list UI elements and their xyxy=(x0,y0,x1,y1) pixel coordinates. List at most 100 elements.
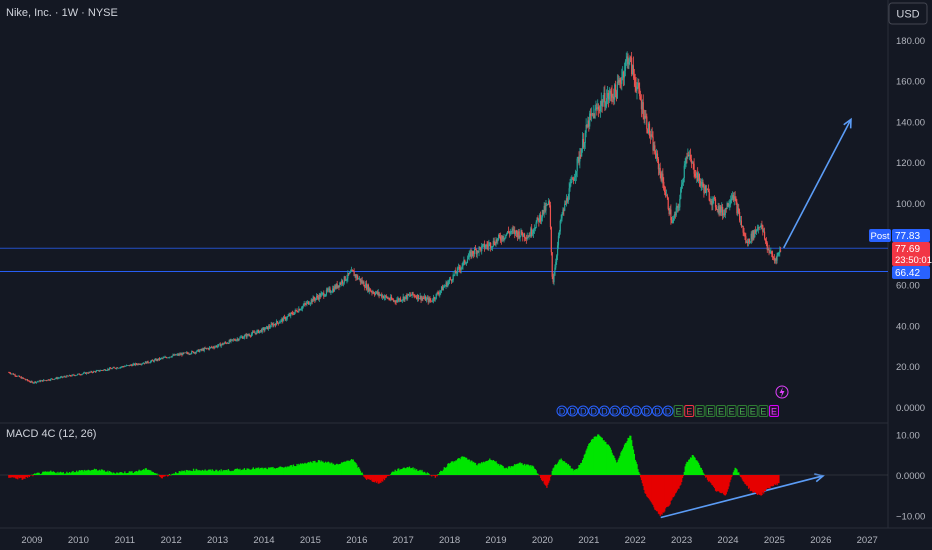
candle-body xyxy=(473,248,476,254)
candle-body xyxy=(774,259,776,261)
candle-body xyxy=(638,83,640,89)
candle-body xyxy=(716,209,718,210)
candle-body xyxy=(737,208,739,214)
macd-bar xyxy=(219,471,221,475)
candle-body xyxy=(629,57,631,63)
macd-bar xyxy=(537,473,539,475)
macd-bar xyxy=(266,469,269,475)
macd-bar xyxy=(30,475,32,476)
candle-body xyxy=(104,369,106,371)
macd-bar xyxy=(396,470,398,475)
macd-bar xyxy=(356,464,358,475)
candle-body xyxy=(223,343,225,345)
candle-body xyxy=(247,334,249,336)
lightning-icon[interactable] xyxy=(775,385,789,399)
macd-bar xyxy=(18,475,21,479)
earnings-marker[interactable]: E xyxy=(737,405,748,417)
candle-body xyxy=(663,181,665,190)
candle-body xyxy=(309,302,311,304)
candle-body xyxy=(192,351,195,354)
candle-body xyxy=(116,367,118,369)
macd-bar xyxy=(760,475,762,496)
candle-body xyxy=(136,364,138,365)
macd-bar xyxy=(647,475,650,499)
macd-bar xyxy=(387,475,389,477)
candle-body xyxy=(172,354,174,356)
macd-bar xyxy=(305,463,307,475)
macd-bar xyxy=(76,472,79,475)
macd-bar xyxy=(437,474,439,475)
macd-bar xyxy=(48,471,50,475)
candle-body xyxy=(573,179,575,181)
earnings-marker[interactable]: E xyxy=(758,405,769,417)
macd-bar xyxy=(172,474,174,475)
macd-bar xyxy=(96,470,98,475)
dividend-marker[interactable]: D xyxy=(609,405,621,417)
macd-bar xyxy=(192,468,195,475)
candle-body xyxy=(221,343,223,345)
candle-body xyxy=(185,352,187,354)
macd-bar xyxy=(753,475,755,493)
candle-body xyxy=(76,374,79,375)
currency-button[interactable]: USD xyxy=(888,2,928,25)
candle-body xyxy=(565,198,568,205)
macd-bar xyxy=(77,471,80,475)
dividend-marker[interactable]: D xyxy=(620,405,632,417)
macd-bar xyxy=(538,475,540,476)
dividend-marker[interactable]: D xyxy=(651,405,663,417)
macd-bar xyxy=(750,475,752,491)
macd-bar xyxy=(43,471,46,475)
dividend-marker[interactable]: D xyxy=(662,405,674,417)
candle-body xyxy=(756,229,759,231)
macd-bar xyxy=(199,470,201,475)
candle-body xyxy=(687,154,689,157)
currency-label: USD xyxy=(896,9,919,21)
dividend-marker[interactable]: D xyxy=(641,405,653,417)
candle-body xyxy=(692,162,694,164)
candle-body xyxy=(225,342,228,344)
candle-body xyxy=(399,298,401,301)
macd-bar xyxy=(688,459,690,475)
macd-bar xyxy=(10,475,13,478)
candle-body xyxy=(430,300,432,301)
macd-bar xyxy=(540,475,543,480)
macd-bar xyxy=(499,464,502,475)
dividend-marker[interactable]: D xyxy=(588,405,600,417)
earnings-marker[interactable]: E xyxy=(726,405,737,417)
earnings-marker[interactable]: E xyxy=(684,405,695,417)
candle-body xyxy=(544,205,546,211)
macd-bar xyxy=(656,475,659,512)
dividend-marker[interactable]: D xyxy=(567,405,579,417)
macd-bar xyxy=(623,447,625,475)
candle-body xyxy=(364,286,366,288)
macd-bar xyxy=(196,469,198,475)
macd-bar xyxy=(768,475,770,489)
macd-bar xyxy=(445,467,447,475)
macd-bar xyxy=(410,468,412,475)
macd-bar xyxy=(591,438,594,475)
candle-body xyxy=(467,257,469,260)
candle-body xyxy=(730,199,732,205)
candle-body xyxy=(415,296,417,298)
dividend-marker[interactable]: D xyxy=(577,405,589,417)
dividend-marker[interactable]: D xyxy=(598,405,610,417)
candle-body xyxy=(644,115,646,119)
macd-bar xyxy=(135,470,138,475)
earnings-marker[interactable]: E xyxy=(705,405,716,417)
upcoming-earnings-marker[interactable]: E xyxy=(769,405,779,417)
dividend-marker[interactable]: D xyxy=(556,405,568,417)
earnings-marker-box xyxy=(737,405,748,417)
macd-bar xyxy=(108,472,110,475)
earnings-marker[interactable]: E xyxy=(673,405,684,417)
macd-bar xyxy=(213,471,215,475)
dividend-marker[interactable]: D xyxy=(630,405,642,417)
candle-body xyxy=(251,331,253,334)
macd-bar xyxy=(374,475,377,482)
candle-body xyxy=(691,162,693,164)
earnings-marker[interactable]: E xyxy=(716,405,726,417)
earnings-marker[interactable]: E xyxy=(694,405,705,417)
earnings-marker[interactable]: E xyxy=(747,405,758,417)
candle-body xyxy=(698,173,701,181)
